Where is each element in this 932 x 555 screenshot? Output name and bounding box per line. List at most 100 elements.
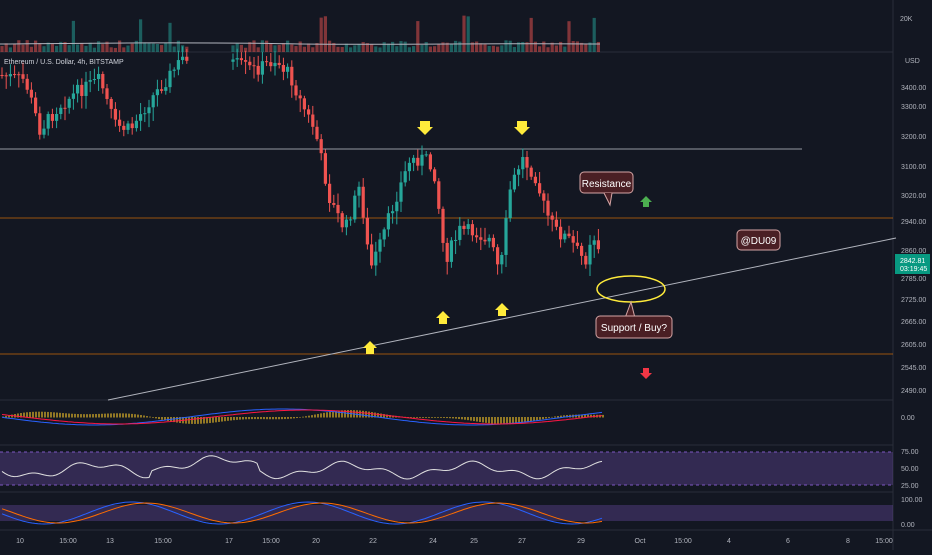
macd-histogram-bar: [8, 415, 10, 418]
stoch-indicator: [1, 501, 603, 525]
candle-body: [109, 98, 113, 109]
time-axis[interactable]: 10 15:00 13 15:00 17 15:00 20 22 24 25 27 29 Oct 15:0…: [16, 538, 893, 545]
resistance-callout[interactable]: Resistance: [579, 171, 634, 207]
volume-bar: [479, 43, 483, 52]
volume-bar: [496, 46, 500, 52]
candle-body: [315, 126, 319, 140]
candle-body: [479, 237, 483, 240]
candle-body: [542, 193, 546, 201]
macd-histogram-bar: [257, 417, 259, 420]
macd-histogram-bar: [227, 417, 229, 421]
candle-body: [126, 123, 130, 130]
macd-histogram-bar: [110, 413, 112, 418]
volume-bar: [277, 44, 281, 52]
candle-body: [160, 89, 164, 91]
price-tick: 3200.00: [901, 134, 926, 141]
macd-histogram-bar: [581, 414, 583, 418]
macd-histogram-bar: [449, 417, 451, 419]
macd-histogram-bar: [383, 414, 385, 418]
macd-histogram-bar: [389, 415, 391, 418]
volume-bar: [525, 42, 529, 52]
ascending-trend-line[interactable]: [107, 237, 897, 401]
macd-histogram-bar: [194, 417, 196, 424]
volume-bar: [567, 21, 571, 52]
macd-histogram-bar: [188, 417, 190, 424]
volume-bar: [88, 42, 92, 52]
macd-histogram-bar: [338, 410, 340, 418]
candle-body: [323, 153, 327, 184]
candle-body: [445, 242, 449, 262]
candle-body: [344, 219, 348, 228]
candle-body: [357, 186, 361, 196]
macd-histogram-bar: [83, 414, 85, 418]
macd-histogram-bar: [302, 416, 304, 418]
volume-bar: [403, 41, 407, 52]
macd-histogram-bar: [467, 417, 469, 421]
macd-histogram-bar: [437, 417, 439, 418]
price-axis[interactable]: 20K USD 3400.00 3300.00 3200.00 3100.00 3020…: [895, 16, 930, 395]
author-callout[interactable]: @DU09: [736, 229, 781, 251]
macd-histogram-bar: [521, 417, 523, 424]
rsi-indicator: [1, 455, 603, 480]
macd-histogram-bar: [380, 413, 382, 418]
candle-body: [567, 233, 571, 237]
volume-bar: [357, 44, 361, 52]
candle-body: [113, 108, 117, 120]
candle-body: [391, 211, 395, 214]
volume-bar: [269, 43, 273, 52]
candle-body: [185, 56, 189, 61]
candle-body: [118, 119, 122, 126]
volume-ma-line: [0, 42, 601, 45]
candle-body: [504, 218, 508, 255]
candle-body: [147, 107, 151, 114]
volume-bar: [55, 45, 59, 52]
volume-bar: [538, 46, 542, 52]
macd-histogram-bar: [275, 417, 277, 420]
volume-bar: [407, 47, 411, 52]
current-price: 2842.81: [900, 258, 925, 265]
macd-histogram-bar: [236, 417, 238, 420]
macd-signal-line: [1, 409, 603, 425]
macd-histogram-bar: [539, 417, 541, 420]
volume-bar: [281, 43, 285, 52]
indicator-axis: 0.00 75.00 50.00 25.00 100.00 0.00: [901, 415, 923, 529]
candle-body: [428, 154, 432, 170]
candle-body: [265, 61, 269, 63]
time-tick: 15:00: [674, 538, 692, 545]
candle-body: [458, 225, 462, 240]
volume-bar: [307, 43, 311, 52]
macd-histogram-bar: [23, 412, 25, 418]
volume-bar: [340, 47, 344, 52]
macd-histogram-bar: [320, 413, 322, 418]
volume-bar: [449, 43, 453, 52]
candle-body: [252, 65, 256, 67]
support-callout[interactable]: Support / Buy?: [595, 300, 673, 339]
candle-body: [441, 208, 445, 243]
volume-bar: [176, 40, 180, 52]
candle-body: [55, 113, 59, 121]
volume-bar: [38, 43, 42, 52]
macd-histogram-bar: [290, 417, 292, 419]
volume-bar: [328, 40, 332, 52]
volume-bar: [483, 44, 487, 52]
macd-histogram-bar: [374, 412, 376, 418]
macd-histogram-bar: [134, 414, 136, 418]
macd-histogram-bar: [254, 417, 256, 420]
candle-body: [454, 239, 458, 241]
candle-body: [538, 183, 542, 194]
candle-body: [378, 239, 382, 252]
macd-histogram-bar: [446, 417, 448, 419]
macd-histogram-bar: [407, 417, 409, 418]
time-tick: 4: [727, 538, 731, 545]
macd-histogram-bar: [146, 416, 148, 418]
macd-histogram-bar: [503, 417, 505, 425]
volume-bar: [25, 40, 29, 52]
candle-body: [382, 229, 386, 240]
macd-histogram-bar: [59, 412, 61, 418]
macd-histogram-bar: [413, 417, 415, 418]
macd-histogram-bar: [440, 417, 442, 418]
candle-body: [580, 245, 584, 256]
candle-body: [592, 240, 596, 245]
